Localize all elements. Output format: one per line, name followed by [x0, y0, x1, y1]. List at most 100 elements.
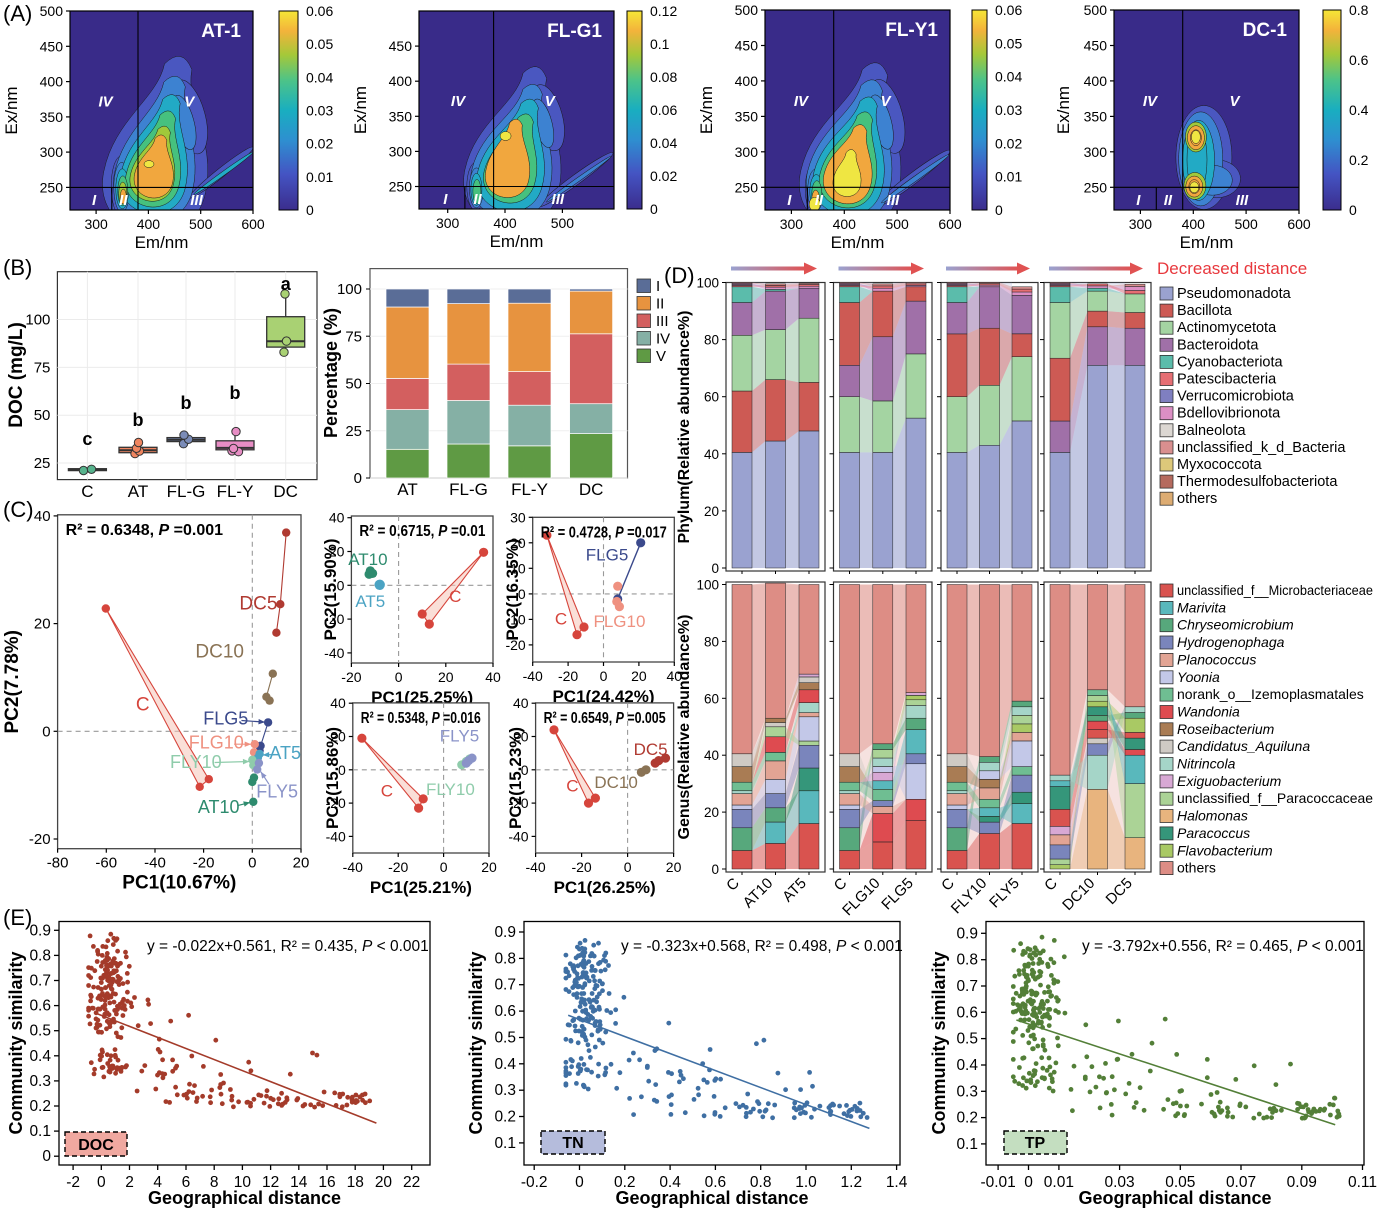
svg-text:0.01: 0.01 [306, 169, 333, 185]
svg-text:0.07: 0.07 [1226, 1174, 1256, 1191]
svg-text:450: 450 [735, 37, 759, 53]
svg-text:400: 400 [137, 216, 161, 232]
svg-text:-20: -20 [505, 637, 525, 653]
svg-text:20: 20 [704, 504, 719, 519]
svg-text:Yoonia: Yoonia [1177, 669, 1220, 685]
svg-text:400: 400 [1182, 216, 1206, 232]
svg-text:0.2: 0.2 [1349, 152, 1369, 168]
svg-text:250: 250 [40, 179, 64, 195]
svg-text:C: C [381, 781, 393, 800]
svg-text:R² = 0.6549, P =0.005: R² = 0.6549, P =0.005 [544, 710, 666, 727]
svg-text:20: 20 [438, 669, 454, 685]
svg-text:(E): (E) [3, 905, 32, 930]
svg-text:0.5: 0.5 [29, 1023, 51, 1040]
svg-text:0.02: 0.02 [650, 168, 677, 184]
svg-text:FLY5: FLY5 [256, 782, 298, 802]
svg-text:V: V [545, 93, 557, 110]
svg-text:I: I [443, 191, 448, 208]
svg-text:0.6: 0.6 [1349, 52, 1369, 68]
svg-text:0: 0 [600, 668, 608, 684]
svg-text:AT10: AT10 [348, 550, 387, 569]
svg-text:V: V [184, 93, 196, 110]
svg-text:300: 300 [40, 144, 64, 160]
svg-text:-20: -20 [571, 859, 591, 875]
svg-text:0.7: 0.7 [29, 972, 51, 989]
svg-text:unclassified_f__Paracoccaceae: unclassified_f__Paracoccaceae [1177, 790, 1373, 806]
svg-text:Nitrincola: Nitrincola [1177, 756, 1236, 772]
svg-text:II: II [473, 191, 482, 208]
svg-text:norank_o__Izemoplasmatales: norank_o__Izemoplasmatales [1177, 686, 1364, 702]
svg-text:Thermodesulfobacteriota: Thermodesulfobacteriota [1177, 474, 1338, 490]
svg-text:0.9: 0.9 [29, 922, 51, 939]
svg-text:Em/nm: Em/nm [490, 232, 544, 251]
svg-text:0.8: 0.8 [956, 952, 978, 969]
svg-text:0.3: 0.3 [29, 1073, 51, 1090]
svg-text:0.02: 0.02 [995, 135, 1022, 151]
svg-text:0.09: 0.09 [1287, 1174, 1317, 1191]
svg-text:Em/nm: Em/nm [831, 233, 885, 252]
svg-text:-20: -20 [558, 668, 578, 684]
svg-text:FLY10: FLY10 [426, 780, 475, 799]
svg-text:Geographical distance: Geographical distance [615, 1188, 808, 1208]
svg-text:AT10: AT10 [198, 797, 240, 817]
svg-text:400: 400 [833, 216, 857, 232]
svg-text:Roseibacterium: Roseibacterium [1177, 721, 1275, 737]
svg-text:Myxococcota: Myxococcota [1177, 457, 1263, 473]
svg-text:30: 30 [510, 509, 526, 525]
svg-text:300: 300 [780, 216, 804, 232]
svg-text:450: 450 [389, 38, 413, 54]
svg-text:C: C [449, 587, 461, 606]
svg-text:y = -3.792x+0.556, R² = 0.465,: y = -3.792x+0.556, R² = 0.465, P < 0.001 [1082, 938, 1364, 955]
svg-text:0: 0 [306, 202, 314, 218]
svg-text:0: 0 [248, 855, 256, 872]
svg-text:Percentage (%): Percentage (%) [321, 308, 341, 438]
svg-text:0.2: 0.2 [29, 1098, 51, 1115]
svg-text:III: III [1236, 192, 1249, 209]
svg-text:500: 500 [40, 3, 64, 19]
svg-text:75: 75 [345, 328, 362, 345]
svg-text:FLY5: FLY5 [440, 727, 479, 746]
svg-text:20: 20 [293, 855, 310, 872]
svg-text:unclassified_k_d_Bacteria: unclassified_k_d_Bacteria [1177, 440, 1346, 456]
svg-text:0.6: 0.6 [956, 1004, 978, 1021]
svg-text:V: V [1230, 93, 1242, 110]
svg-text:0: 0 [395, 669, 403, 685]
svg-text:FL-G1: FL-G1 [547, 21, 602, 42]
svg-text:0.05: 0.05 [1165, 1174, 1195, 1191]
svg-text:AT5: AT5 [355, 592, 385, 611]
svg-text:FLY10: FLY10 [170, 752, 222, 772]
svg-text:(C): (C) [3, 497, 34, 522]
svg-text:DC5: DC5 [634, 740, 668, 759]
svg-text:IV: IV [794, 93, 810, 110]
svg-text:0.8: 0.8 [494, 950, 516, 967]
svg-text:0.1: 0.1 [494, 1135, 516, 1152]
svg-text:-20: -20 [324, 611, 344, 627]
svg-text:0.04: 0.04 [995, 69, 1022, 85]
svg-text:PC2(15.23%): PC2(15.23%) [506, 727, 525, 829]
svg-text:0.02: 0.02 [306, 136, 333, 152]
svg-text:0: 0 [338, 762, 346, 778]
svg-text:IV: IV [98, 93, 114, 110]
svg-text:Patescibacteria: Patescibacteria [1177, 372, 1277, 388]
svg-text:20: 20 [510, 535, 526, 551]
svg-text:20: 20 [631, 668, 647, 684]
svg-text:300: 300 [735, 144, 759, 160]
svg-text:-10: -10 [505, 611, 525, 627]
svg-text:Actinomycetota: Actinomycetota [1177, 320, 1277, 336]
svg-text:300: 300 [389, 143, 413, 159]
svg-text:III: III [656, 313, 669, 330]
svg-text:0.4: 0.4 [659, 1174, 681, 1191]
svg-text:450: 450 [1084, 37, 1108, 53]
svg-text:FL-Y: FL-Y [511, 480, 548, 499]
svg-text:DOC (mg/L): DOC (mg/L) [6, 322, 27, 428]
svg-text:10: 10 [234, 1174, 252, 1191]
svg-text:12: 12 [262, 1174, 279, 1191]
svg-text:C: C [136, 694, 150, 715]
svg-text:300: 300 [1084, 144, 1108, 160]
svg-text:Bacillota: Bacillota [1177, 303, 1233, 319]
svg-text:25: 25 [345, 423, 362, 440]
svg-text:18: 18 [347, 1174, 364, 1191]
svg-text:I: I [1136, 192, 1141, 209]
svg-text:0: 0 [521, 762, 529, 778]
svg-text:Em/nm: Em/nm [1180, 233, 1234, 252]
